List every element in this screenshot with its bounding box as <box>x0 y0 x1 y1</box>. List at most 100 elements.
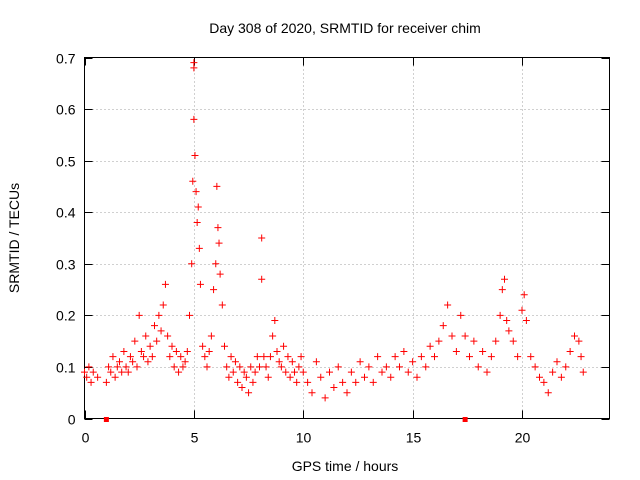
data-point <box>157 327 165 335</box>
data-point <box>422 363 430 371</box>
x-tick-label: 20 <box>515 430 531 446</box>
data-point <box>105 363 113 371</box>
x-tick-label: 15 <box>406 430 422 446</box>
data-point <box>195 244 203 252</box>
data-point <box>142 332 150 340</box>
data-point <box>129 358 137 366</box>
data-point <box>293 378 301 386</box>
data-point <box>365 363 373 371</box>
data-point <box>352 378 360 386</box>
data-point <box>218 301 226 309</box>
data-point <box>308 389 316 397</box>
data-point <box>151 322 158 330</box>
data-point <box>356 358 364 366</box>
data-point <box>326 368 333 376</box>
tick-labels: 0 0.1 0.2 0.3 0.4 0.5 0.6 0.7 0 5 10 15 20 <box>56 51 530 446</box>
data-point <box>223 363 231 371</box>
data-point <box>275 358 283 366</box>
data-point <box>518 306 526 314</box>
data-point <box>181 358 189 366</box>
data-point <box>343 389 351 397</box>
data-point <box>505 327 513 335</box>
data-point <box>168 342 176 350</box>
data-point <box>146 342 154 350</box>
data-point <box>444 301 452 309</box>
data-point <box>137 347 145 355</box>
data-point <box>215 239 223 247</box>
data-point <box>194 203 202 211</box>
data-point <box>282 368 290 376</box>
data-point <box>479 347 487 355</box>
data-point <box>189 177 197 185</box>
data-point <box>186 311 193 319</box>
data-point <box>540 378 548 386</box>
data-point <box>575 337 583 345</box>
data-point <box>487 353 495 361</box>
data-point <box>498 286 506 294</box>
data-point <box>413 373 421 381</box>
data-point <box>431 353 438 361</box>
data-point <box>374 353 382 361</box>
chart-title: Day 308 of 2020, SRMTID for receiver chi… <box>209 20 481 36</box>
data-point <box>312 358 320 366</box>
data-point <box>439 322 447 330</box>
data-point <box>470 337 478 345</box>
y-tick-label: 0.1 <box>56 360 76 376</box>
data-point <box>514 353 522 361</box>
x-tick-label: 10 <box>296 430 312 446</box>
data-point <box>229 368 237 376</box>
data-point <box>196 280 204 288</box>
data-point <box>544 389 552 397</box>
data-point <box>221 342 228 350</box>
data-point <box>391 353 399 361</box>
data-point <box>409 358 417 366</box>
data-point <box>330 384 338 392</box>
data-point <box>571 332 578 340</box>
data-point <box>175 368 183 376</box>
data-point <box>148 353 156 361</box>
data-point <box>536 373 543 381</box>
data-point <box>107 368 115 376</box>
data-point <box>509 337 517 345</box>
data-point <box>216 270 224 278</box>
data-point <box>448 332 456 340</box>
data-point <box>227 353 235 361</box>
data-point <box>304 378 312 386</box>
data-point <box>260 353 268 361</box>
data-points <box>81 59 587 402</box>
data-point <box>183 347 191 355</box>
data-point <box>192 188 200 196</box>
data-point <box>347 368 355 376</box>
data-point <box>562 363 570 371</box>
data-point <box>483 368 491 376</box>
data-point <box>113 363 121 371</box>
data-point <box>566 347 574 355</box>
data-point <box>172 347 180 355</box>
data-point <box>191 151 199 159</box>
data-point <box>203 363 211 371</box>
data-point <box>461 332 469 340</box>
data-point <box>378 368 386 376</box>
data-point <box>225 373 233 381</box>
data-point <box>280 342 288 350</box>
data-point <box>144 358 152 366</box>
data-point <box>122 363 130 371</box>
data-point <box>212 260 220 268</box>
data-point <box>262 363 270 371</box>
data-point <box>474 363 482 371</box>
data-point <box>492 337 500 345</box>
data-point <box>133 363 141 371</box>
data-point <box>269 332 277 340</box>
data-point <box>126 353 134 361</box>
data-point <box>339 378 347 386</box>
grid <box>84 57 610 419</box>
data-point <box>361 373 368 381</box>
y-tick-label: 0.3 <box>56 257 76 273</box>
data-point <box>245 389 253 397</box>
y-tick-label: 0.7 <box>56 51 76 67</box>
data-point <box>258 234 266 242</box>
data-point <box>177 353 185 361</box>
data-point <box>334 363 342 371</box>
data-point <box>496 311 504 319</box>
